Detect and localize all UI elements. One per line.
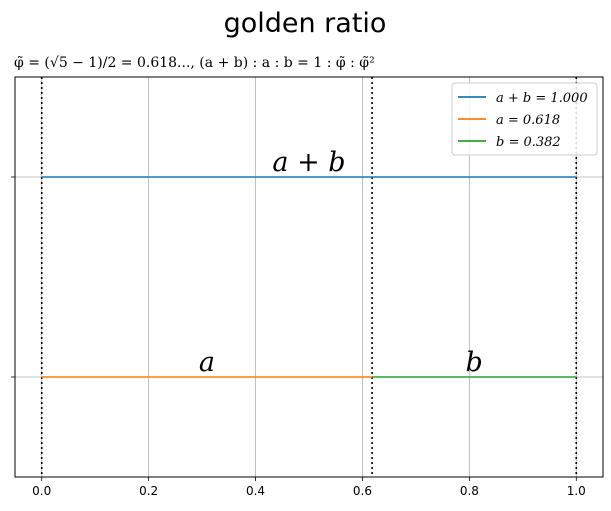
legend-box — [451, 82, 598, 156]
legend-label: a + b = 1.000 — [496, 91, 588, 106]
x-tick-label: 0.4 — [246, 484, 265, 498]
chart-subtitle: φ̃ = (√5 − 1)/2 = 0.618..., (a + b) : a … — [14, 55, 375, 71]
x-tick-label: 0.0 — [32, 484, 51, 498]
chart-title: golden ratio — [224, 8, 387, 39]
segment-label: a + b — [272, 147, 345, 178]
x-tick-label: 0.6 — [353, 484, 372, 498]
legend-label: a = 0.618 — [496, 113, 560, 128]
x-tick-label: 1.0 — [567, 484, 586, 498]
x-tick-label: 0.2 — [139, 484, 158, 498]
annotations: a + b a b — [199, 147, 483, 378]
segment-label: a — [199, 347, 215, 378]
series-lines — [41, 176, 577, 378]
plot-frame — [14, 76, 604, 478]
legend-label: b = 0.382 — [496, 135, 561, 150]
x-tick-label: 0.8 — [460, 484, 479, 498]
legend: a + b = 1.000 a = 0.618 b = 0.382 — [451, 82, 598, 156]
segment-label: b — [466, 347, 483, 378]
axis-ticks: 0.0 0.2 0.4 0.6 0.8 1.0 — [11, 176, 586, 498]
